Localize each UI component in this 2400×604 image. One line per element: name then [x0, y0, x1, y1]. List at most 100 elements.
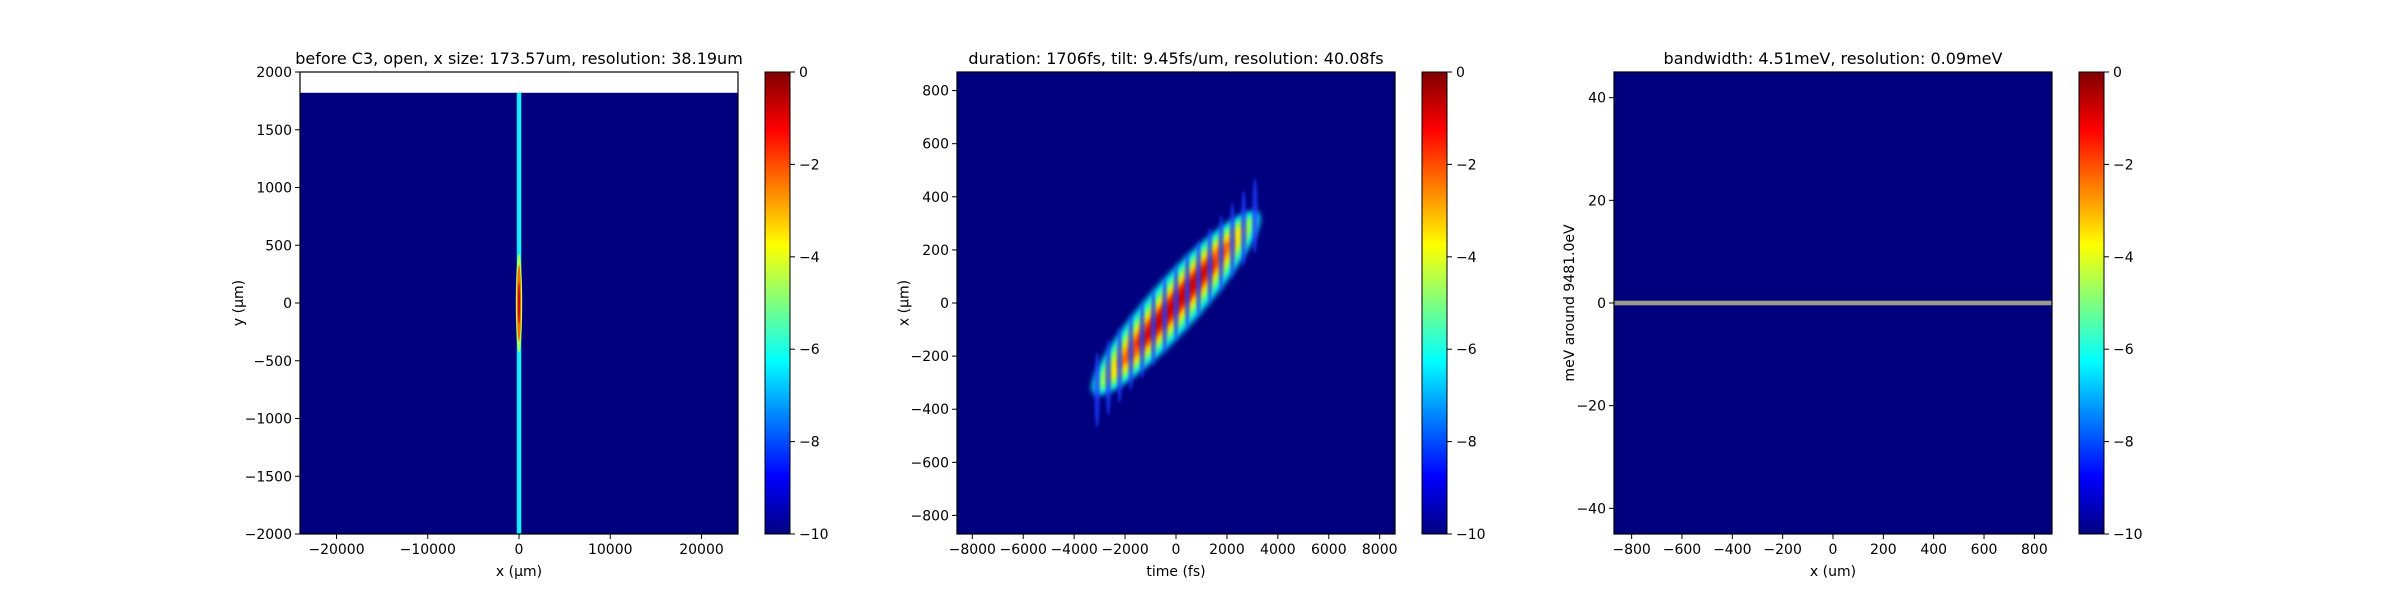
x-tick-label: 20000: [679, 542, 724, 558]
x-tick-label: −20000: [308, 542, 364, 558]
x-tick-label: 800: [2021, 542, 2048, 558]
y-tick-label: 1000: [256, 181, 292, 197]
pulse-fringe: [1240, 190, 1247, 267]
pulse-fringe: [1094, 352, 1100, 429]
colorbar-tick-label: −8: [2113, 435, 2134, 451]
y-axis-label: y (μm): [231, 280, 247, 326]
y-tick-label: −800: [911, 508, 949, 524]
panel-3: bandwidth: 4.51meV, resolution: 0.09meV −…: [1562, 49, 2142, 580]
colorbar-gradient: [764, 71, 791, 535]
pulse-fringe: [1128, 314, 1134, 391]
y-tick-label: −2000: [245, 527, 292, 543]
x-tick-label: 600: [1971, 542, 1998, 558]
x-tick-label: 400: [1920, 542, 1947, 558]
pulse-fringe: [1173, 265, 1179, 341]
colorbar-tick-label: −4: [1456, 250, 1477, 266]
colorbar-gradient: [2078, 71, 2105, 535]
x-tick-label: 4000: [1260, 542, 1296, 558]
colorbar: 0 −2 −4 −6 −8 −10: [764, 65, 829, 543]
x-tick-label: 0: [1172, 542, 1181, 558]
y-tick-label: 0: [1597, 296, 1606, 312]
pulse-fringe: [1218, 215, 1224, 292]
x-axis-label: time (fs): [1146, 564, 1205, 580]
x-tick-label: −8000: [949, 542, 996, 558]
colorbar-tick-label: −6: [2113, 342, 2134, 358]
y-tick-label: 1500: [256, 123, 292, 139]
heatmap-area: [300, 92, 738, 534]
x-tick-label: 8000: [1362, 542, 1398, 558]
x-tick-label: −10000: [400, 542, 456, 558]
y-tick-label: −200: [911, 349, 949, 365]
colorbar: 0 −2 −4 −6 −8 −10: [1421, 65, 1486, 543]
pulse-fringe: [1161, 277, 1168, 354]
pulse-fringes: [1094, 177, 1258, 429]
colorbar-tick-label: −2: [799, 157, 820, 173]
chart-title: before C3, open, x size: 173.57um, resol…: [295, 49, 743, 68]
beam-core-peak: [518, 282, 520, 324]
y-tick-label: −1000: [245, 412, 292, 428]
y-tick-label: −1500: [245, 469, 292, 485]
pulse-fringe: [1252, 177, 1258, 254]
x-tick-label: 2000: [1209, 542, 1245, 558]
pulse-fringe: [1229, 202, 1236, 279]
pulse-fringe: [1139, 302, 1145, 379]
x-tick-label: 0: [515, 542, 524, 558]
y-tick-label: −600: [911, 455, 949, 471]
x-tick-label: 10000: [588, 542, 633, 558]
y-tick-label: −400: [911, 402, 949, 418]
y-tick-label: −20: [1576, 399, 1606, 415]
x-tick-label: 0: [1829, 542, 1838, 558]
x-tick-label: −6000: [1000, 542, 1047, 558]
colorbar-tick-label: −6: [799, 342, 820, 358]
x-tick-label: 200: [1870, 542, 1897, 558]
y-tick-label: 800: [922, 84, 949, 100]
heatmap-area: [957, 72, 1395, 534]
x-axis-label: x (μm): [496, 564, 542, 580]
x-tick-label: −800: [1612, 542, 1650, 558]
colorbar-tick-label: −10: [2113, 527, 2143, 543]
colorbar-tick-label: −2: [2113, 157, 2134, 173]
y-tick-label: 500: [265, 238, 292, 254]
y-tick-label: −40: [1576, 501, 1606, 517]
pulse-fringe: [1105, 339, 1112, 416]
pulse-fringe: [1116, 327, 1123, 404]
chart-title: duration: 1706fs, tilt: 9.45fs/um, resol…: [968, 49, 1383, 68]
y-tick-label: 200: [922, 243, 949, 259]
pulse-fringe: [1184, 252, 1191, 329]
y-tick-label: 2000: [256, 65, 292, 81]
colorbar-tick-label: 0: [1456, 65, 1465, 81]
x-tick-label: −200: [1763, 542, 1801, 558]
colorbar-tick-label: 0: [2113, 65, 2122, 81]
panel-1: before C3, open, x size: 173.57um, resol…: [231, 49, 829, 580]
colorbar-tick-label: −10: [799, 527, 829, 543]
y-tick-label: 0: [283, 296, 292, 312]
colorbar-tick-label: −6: [1456, 342, 1477, 358]
x-axis-label: x (um): [1810, 564, 1856, 580]
y-tick-label: 600: [922, 137, 949, 153]
x-tick-label: 6000: [1311, 542, 1347, 558]
colorbar-tick-label: −4: [2113, 250, 2134, 266]
y-tick-label: 400: [922, 190, 949, 206]
colorbar-tick-label: −8: [799, 435, 820, 451]
y-axis-label: x (μm): [897, 280, 913, 326]
heatmap-area: [1614, 72, 2052, 534]
colorbar-tick-label: −2: [1456, 157, 1477, 173]
panel-2: duration: 1706fs, tilt: 9.45fs/um, resol…: [897, 49, 1486, 580]
x-tick-label: −400: [1713, 542, 1751, 558]
pulse-fringe: [1195, 240, 1202, 317]
colorbar-tick-label: −4: [799, 250, 820, 266]
pulse-fringe: [1150, 289, 1157, 366]
spectrum-line: [1614, 300, 2052, 306]
colorbar-tick-label: −10: [1456, 527, 1486, 543]
colorbar-tick-label: −8: [1456, 435, 1477, 451]
y-tick-label: −500: [254, 354, 292, 370]
x-tick-label: −600: [1663, 542, 1701, 558]
y-tick-label: 40: [1588, 91, 1606, 107]
y-tick-label: 0: [940, 296, 949, 312]
colorbar-gradient: [1421, 71, 1448, 535]
chart-title: bandwidth: 4.51meV, resolution: 0.09meV: [1664, 49, 2003, 68]
x-tick-label: −2000: [1101, 542, 1148, 558]
y-tick-label: 20: [1588, 193, 1606, 209]
